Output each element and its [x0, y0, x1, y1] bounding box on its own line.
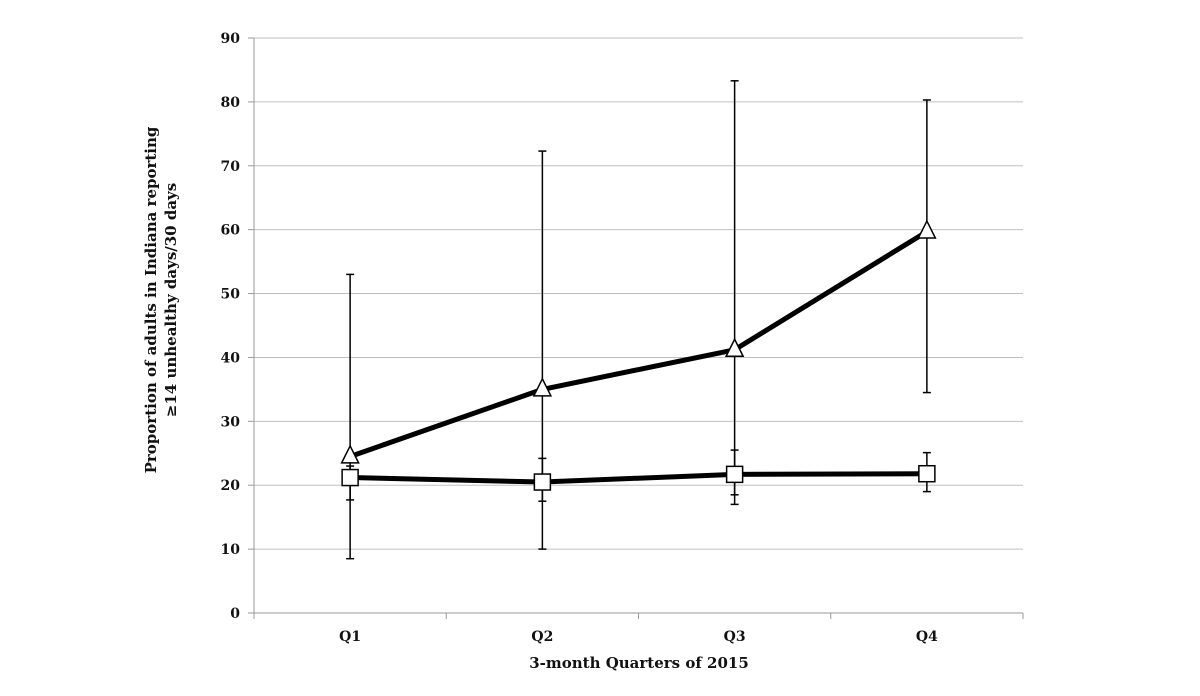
x-axis-tick-labels: Q1 Q2 Q3 Q4: [339, 629, 938, 645]
x-axis-title: 3-month Quarters of 2015: [529, 654, 749, 672]
y-tick-label-70: 70: [221, 159, 241, 175]
x-tick-label-Q4: Q4: [916, 629, 938, 645]
square-series-line: [350, 471, 927, 485]
triangle-marker-Q2: [532, 377, 553, 397]
x-tick-label-Q3: Q3: [724, 629, 746, 645]
triangle-marker-Q4: [917, 219, 937, 239]
y-axis-tick-labels: 0 10 20 30 40 50 60 70 80 90: [221, 31, 241, 622]
square-marker-Q2: [533, 473, 552, 491]
y-tick-label-30: 30: [221, 414, 241, 430]
series-markers: [340, 219, 937, 491]
y-axis-title-line-1: Proportion of adults in Indiana reportin…: [142, 126, 160, 473]
y-tick-label-20: 20: [221, 478, 241, 494]
triangle-series-line: [349, 229, 929, 459]
error-bars: [346, 80, 931, 560]
square-marker-Q4: [918, 464, 936, 483]
y-tick-label-60: 60: [221, 223, 241, 239]
y-tick-label-40: 40: [221, 350, 241, 366]
y-tick-label-10: 10: [221, 542, 241, 558]
x-tick-label-Q1: Q1: [339, 629, 361, 645]
triangle-marker-Q3: [724, 337, 745, 357]
y-tick-label-90: 90: [221, 31, 241, 47]
x-axis: [253, 38, 1024, 619]
square-marker-Q3: [725, 465, 744, 484]
x-tick-label-Q2: Q2: [531, 629, 553, 645]
y-axis-title: Proportion of adults in Indiana reportin…: [142, 126, 180, 473]
gridlines: [248, 37, 1023, 614]
y-axis-title-line-2: ≥14 unhealthy days/30 days: [162, 183, 180, 417]
triangle-marker-Q1: [340, 444, 360, 464]
y-tick-label-50: 50: [221, 287, 241, 303]
y-tick-label-0: 0: [230, 606, 240, 622]
series-lines: [349, 229, 929, 485]
square-marker-Q1: [341, 468, 359, 487]
y-tick-label-80: 80: [221, 95, 241, 111]
